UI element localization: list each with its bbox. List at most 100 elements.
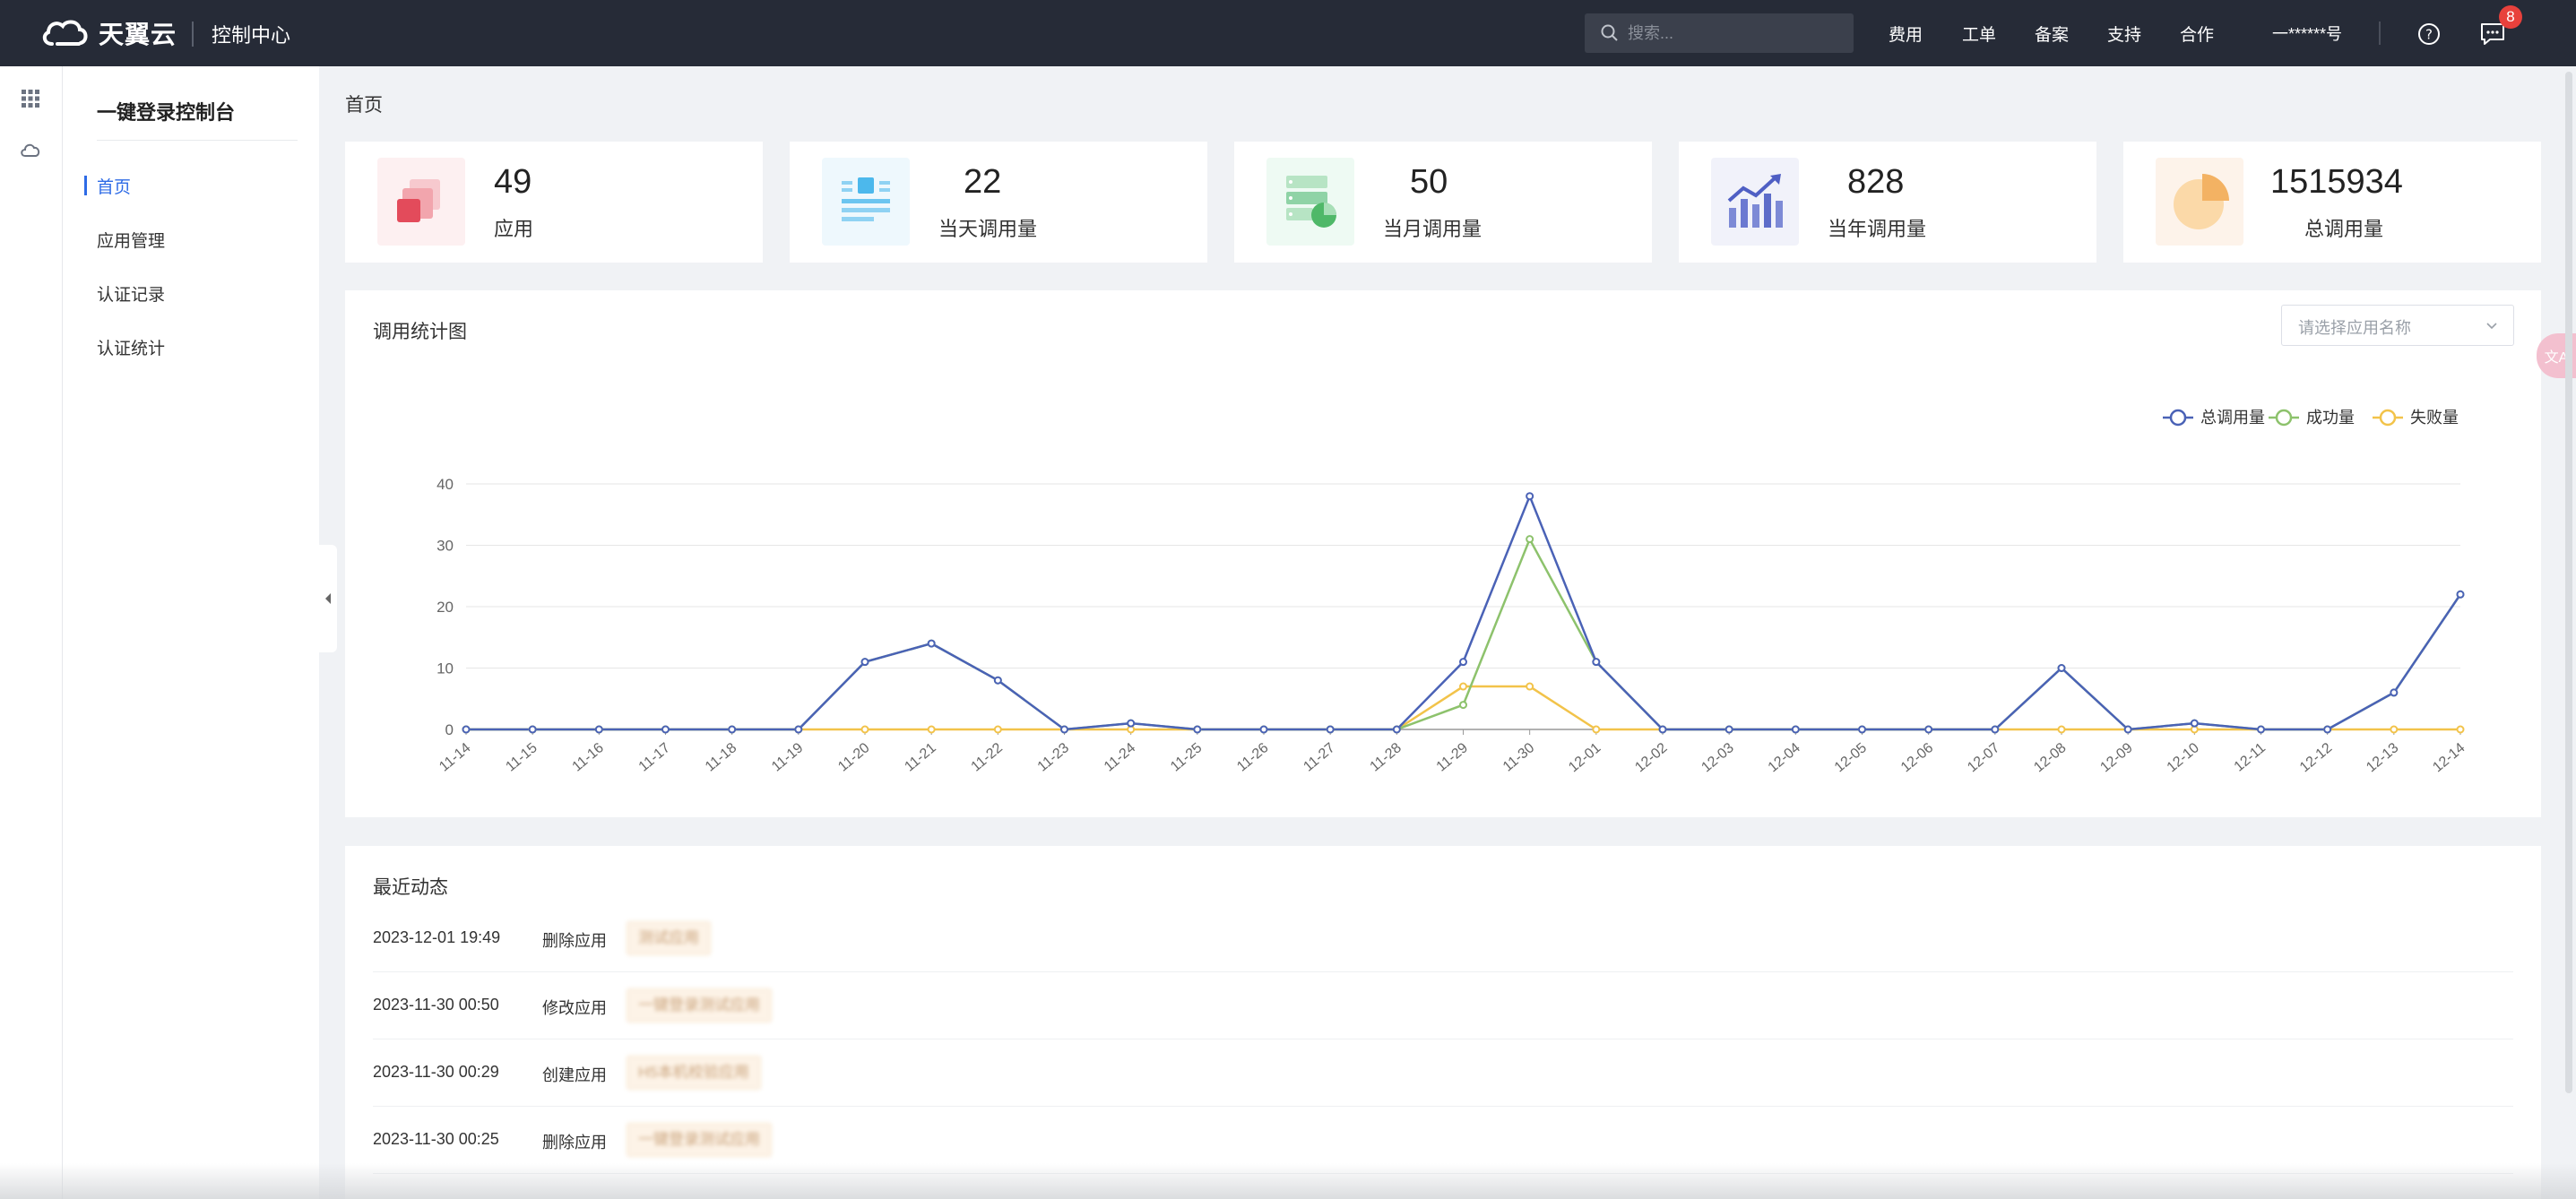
data-point [1259,725,1268,734]
data-point [1592,725,1601,734]
activity-panel-title: 最近动态 [373,877,448,898]
sidebar-item-app-management[interactable]: 应用管理 [97,232,166,251]
x-tick-label: 12-12 [2297,740,2335,775]
activity-row: 2023-11-30 00:50 修改应用 一键登录测试应用 [373,972,2513,1039]
activity-row: 2023-12-01 19:49 删除应用 测试应用 [373,905,2513,972]
console-title[interactable]: 控制中心 [212,24,291,47]
stat-label: 应用 [494,218,534,240]
data-point [1791,725,1800,734]
data-point [1326,725,1335,734]
nav-partners[interactable]: 合作 [2180,26,2215,45]
activity-time: 2023-12-01 19:49 [373,928,501,946]
data-point [2257,725,2265,734]
brand-logo[interactable]: 天翼云 [39,13,177,54]
x-tick-label: 12-02 [1632,740,1670,775]
x-tick-label: 12-11 [2232,740,2269,775]
data-point [1526,492,1534,501]
nav-tickets[interactable]: 工单 [1962,26,1997,45]
grid-menu-icon[interactable] [18,86,43,111]
translate-icon: 文A [2544,350,2569,366]
x-tick-label: 11-15 [503,740,540,775]
x-tick-label: 12-08 [2031,740,2069,775]
data-point [661,725,670,734]
x-tick-label: 11-24 [1102,740,1138,775]
data-point [794,725,803,734]
app-select[interactable]: 请选择应用名称 [2281,305,2514,346]
x-tick-label: 12-09 [2097,740,2135,775]
x-tick-label: 11-19 [769,740,806,775]
activity-action: 删除应用 [542,932,607,950]
cloud-logo-icon [42,20,88,46]
page-scrollbar[interactable] [2565,72,2572,1093]
sidebar-divider [97,140,298,141]
activity-row: 2023-11-30 00:29 创建应用 H5本机校验应用 [373,1039,2513,1107]
x-tick-label: 11-16 [570,740,607,775]
x-tick-label: 11-21 [902,740,938,775]
x-tick-label: 11-22 [969,740,1006,775]
data-point [2190,719,2199,728]
doc-list-icon [822,158,910,246]
x-tick-label: 12-03 [1699,740,1736,775]
message-count-badge: 8 [2499,5,2522,29]
search-box[interactable] [1585,13,1854,53]
legend-label: 失败量 [2410,409,2459,427]
sidebar-title: 一键登录控制台 [97,101,236,124]
data-point [1060,725,1068,734]
account-name[interactable]: 一******号 [2272,25,2343,43]
data-point [1526,682,1534,691]
active-indicator [84,176,87,195]
data-point [2390,688,2399,697]
stat-value: 828 [1847,163,1905,201]
sidebar-item-auth-records[interactable]: 认证记录 [97,286,166,305]
x-tick-label: 12-10 [2165,740,2202,775]
data-point [1725,725,1733,734]
activity-time: 2023-11-30 00:25 [373,1130,499,1148]
legend-marker [2379,409,2397,427]
data-point [1392,725,1401,734]
data-point [1459,701,1467,710]
y-tick-label: 40 [437,476,454,493]
activity-target-tag: 测试应用 [627,921,711,955]
activity-action: 创建应用 [542,1066,607,1084]
data-point [1858,725,1866,734]
call-stats-line-chart: 0 10 20 30 40 11-14 11-15 11-16 11-17 11-18 11-19 1… [437,409,2468,775]
x-tick-label: 12-04 [1766,740,1803,775]
nav-filing[interactable]: 备案 [2035,26,2070,45]
x-tick-label: 11-20 [835,740,872,775]
brand-name: 天翼云 [99,21,177,48]
sidebar-item-auth-stats[interactable]: 认证统计 [97,340,166,358]
chart-panel: 调用统计图 请选择应用名称 0 10 20 30 40 11-14 11-15 11-16 11… [345,290,2541,817]
x-tick-label: 11-27 [1301,740,1337,775]
data-point [1459,658,1467,667]
activity-target-tag: H5本机校验应用 [627,1056,761,1090]
x-tick-label: 12-06 [1898,740,1936,775]
data-point [927,725,936,734]
cloud-icon[interactable] [18,138,43,163]
data-point [1193,725,1202,734]
x-tick-label: 11-28 [1368,740,1405,775]
sidebar-item-home[interactable]: 首页 [97,178,132,197]
help-icon[interactable]: ? [2416,22,2442,47]
product-rail [0,66,63,1199]
x-tick-label: 12-14 [2430,740,2468,775]
data-point [1991,725,2000,734]
data-point [2057,725,2066,734]
data-point [2456,725,2465,734]
data-point [728,725,737,734]
top-bar: 天翼云 控制中心 费用 工单 备案 支持 合作 一******号 ? 8 [0,0,2576,66]
nav-billing[interactable]: 费用 [1889,26,1923,45]
x-tick-label: 11-14 [437,740,473,775]
x-tick-label: 11-29 [1434,740,1471,775]
stat-card-apps: 49 应用 [345,142,763,263]
activity-action: 删除应用 [542,1134,607,1152]
data-point [927,639,936,648]
stat-value: 49 [494,163,532,201]
sidebar-collapse-toggle[interactable] [319,545,337,652]
stat-label: 当月调用量 [1383,218,1482,240]
stat-card-total-calls: 1515934 总调用量 [2123,142,2541,263]
data-point [2323,725,2332,734]
nav-support[interactable]: 支持 [2107,26,2142,45]
x-tick-label: 11-17 [636,740,673,775]
search-input[interactable] [1628,23,1843,43]
data-point [2057,664,2066,672]
